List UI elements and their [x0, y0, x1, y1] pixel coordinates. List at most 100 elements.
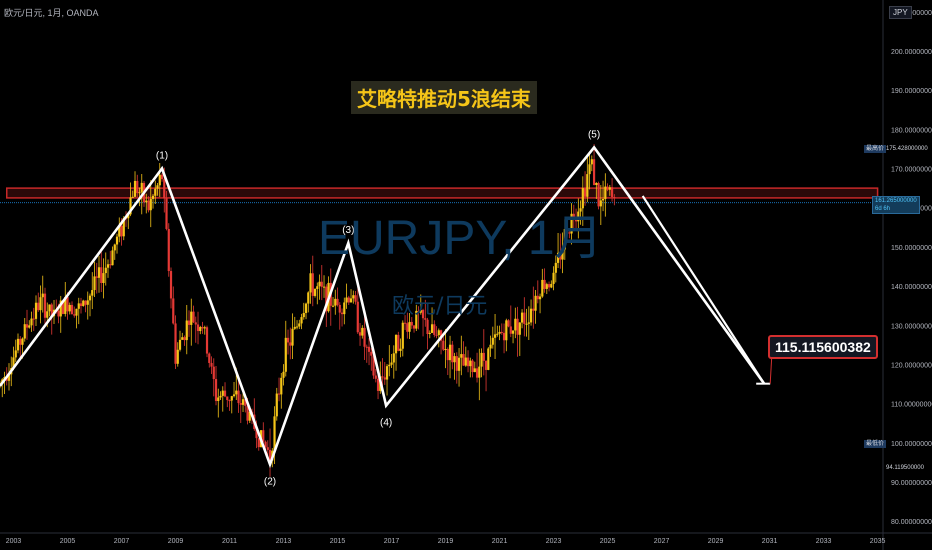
candle-body — [147, 200, 150, 211]
y-tick-label: 200.000000000 — [891, 49, 932, 56]
candle-body — [457, 357, 461, 371]
candle-body — [230, 396, 233, 401]
y-tick-label: 130.000000000 — [891, 323, 932, 330]
candle-body — [597, 182, 600, 207]
x-tick-label: 2031 — [762, 538, 778, 545]
axis-currency-button[interactable]: JPY — [889, 6, 912, 19]
candle-body — [12, 357, 15, 369]
candle-body — [561, 249, 564, 260]
watermark-pair: 欧元/日元 — [392, 294, 488, 319]
candle-body — [136, 180, 139, 194]
candle-body — [133, 180, 137, 197]
candle-body — [487, 348, 490, 370]
candle-body — [588, 164, 591, 175]
candle-body — [93, 276, 96, 291]
candle-body — [64, 297, 67, 314]
candle-body — [559, 252, 562, 260]
candle-body — [426, 319, 429, 334]
candle-body — [190, 311, 193, 325]
y-tick-label: 90.000000000 — [891, 480, 932, 487]
candle-body — [460, 354, 463, 358]
candle-body — [311, 273, 314, 296]
candle-body — [464, 357, 467, 366]
candle-body — [320, 281, 323, 287]
candle-body — [361, 327, 364, 336]
wave-label: (3) — [342, 225, 354, 236]
low-price-value: 94.119500000 — [886, 465, 925, 471]
candle-body — [255, 429, 258, 439]
high-price-value: 175.428000000 — [886, 146, 928, 152]
candle-body — [385, 366, 389, 380]
candle-body — [176, 349, 179, 364]
candle-body — [82, 300, 85, 307]
candle-body — [442, 340, 445, 350]
candle-body — [428, 332, 431, 334]
last-price-countdown: 6d 6h — [875, 206, 891, 212]
candle-body — [376, 378, 380, 391]
y-tick-label: 120.000000000 — [891, 362, 932, 369]
candle-body — [338, 304, 341, 313]
candle-body — [322, 286, 326, 288]
y-tick-label: 110.000000000 — [891, 402, 932, 409]
candle-body — [581, 188, 584, 209]
candle-body — [167, 228, 170, 272]
candle-body — [187, 320, 191, 325]
candle-body — [356, 301, 359, 333]
candle-body — [291, 328, 294, 346]
candle-body — [601, 198, 605, 201]
candle-body — [19, 338, 22, 345]
candle-body — [462, 354, 465, 366]
candle-body — [336, 298, 339, 305]
candle-body — [275, 393, 278, 417]
candle-body — [444, 349, 447, 351]
candle-body — [316, 286, 319, 289]
candle-body — [610, 187, 614, 198]
candle-body — [241, 399, 245, 405]
candle-body — [453, 356, 456, 363]
candle-body — [505, 320, 508, 341]
candle-body — [214, 379, 218, 402]
candle-body — [102, 273, 105, 283]
candle-body — [181, 337, 184, 340]
candle-body — [57, 310, 60, 317]
candle-body — [221, 390, 224, 396]
candle-body — [228, 400, 231, 402]
candle-body — [381, 376, 384, 378]
candle-body — [565, 229, 569, 233]
y-tick-label: 180.000000000 — [891, 127, 932, 134]
candle-body — [500, 331, 503, 333]
candle-body — [579, 208, 582, 212]
candle-body — [372, 355, 375, 376]
candle-body — [293, 326, 296, 329]
candle-body — [410, 321, 413, 326]
candle-body — [28, 325, 31, 328]
candle-body — [212, 366, 215, 380]
candle-body — [466, 357, 470, 367]
candle-body — [21, 338, 24, 345]
candle-body — [295, 326, 299, 328]
candle-body — [345, 297, 348, 303]
candle-body — [131, 196, 134, 198]
candle-body — [586, 174, 589, 197]
candle-body — [286, 337, 290, 343]
candle-body — [106, 264, 110, 268]
candle-body — [370, 351, 373, 356]
candle-body — [419, 309, 422, 313]
wave-label: (1) — [156, 151, 168, 162]
candle-body — [547, 284, 551, 288]
candle-body — [507, 320, 510, 327]
candle-body — [14, 350, 17, 358]
candle-body — [514, 318, 517, 331]
last-price-value: 161.265000000 — [875, 198, 917, 204]
candle-body — [435, 334, 438, 336]
candle-body — [577, 211, 580, 222]
x-tick-label: 2011 — [222, 538, 237, 545]
candle-body — [232, 394, 236, 397]
x-tick-label: 2035 — [870, 538, 886, 545]
candle-body — [390, 362, 393, 365]
candle-body — [343, 302, 346, 315]
candle-body — [25, 324, 29, 328]
candle-body — [169, 271, 173, 299]
candle-body — [563, 229, 566, 250]
x-tick-label: 2025 — [600, 538, 616, 545]
